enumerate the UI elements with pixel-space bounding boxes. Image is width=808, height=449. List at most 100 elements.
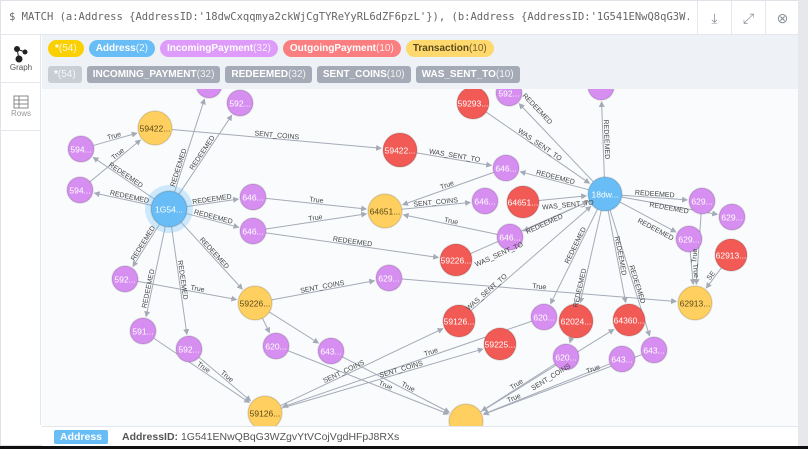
- relationship-line[interactable]: [485, 111, 591, 184]
- legend-rel-redeemed[interactable]: REDEEMED(32): [225, 66, 312, 83]
- relationship-line[interactable]: [470, 205, 592, 311]
- scrollbar[interactable]: [798, 0, 808, 446]
- sidebar-item-graph[interactable]: Graph: [1, 35, 41, 83]
- relationship-line[interactable]: [171, 226, 190, 336]
- legend-label-outgoingpayment[interactable]: OutgoingPayment(10): [282, 40, 401, 57]
- relationship-line[interactable]: [621, 194, 689, 203]
- node-circle[interactable]: [239, 183, 267, 211]
- node-incomingpayment[interactable]: 646...: [496, 223, 524, 251]
- node-circle[interactable]: [688, 187, 716, 215]
- query-string[interactable]: MATCH (a:Address {AddressID:'18dwCxqqmya…: [21, 11, 689, 23]
- node-circle[interactable]: [718, 203, 746, 231]
- relationship-line[interactable]: [186, 196, 240, 207]
- node-incomingpayment[interactable]: 594...: [67, 135, 95, 163]
- node-address[interactable]: 18dw...: [587, 176, 623, 212]
- legend-rel-incoming-payment[interactable]: INCOMING_PAYMENT(32): [86, 66, 221, 83]
- relationship-line[interactable]: [619, 201, 677, 233]
- node-circle[interactable]: [530, 303, 558, 331]
- node-circle[interactable]: [382, 132, 418, 168]
- node-address[interactable]: 1G54...: [145, 185, 193, 233]
- relationship-line[interactable]: [174, 98, 206, 193]
- relationship-line[interactable]: [281, 347, 484, 409]
- node-outgoingpayment[interactable]: 59126...: [442, 304, 476, 338]
- node-circle[interactable]: [448, 403, 484, 426]
- relationship-line[interactable]: [186, 213, 240, 229]
- node-incomingpayment[interactable]: 646...: [471, 187, 499, 215]
- node-outgoingpayment[interactable]: 64360...: [612, 303, 646, 337]
- relationship-line[interactable]: [265, 211, 368, 230]
- node-incomingpayment[interactable]: 591...: [129, 317, 157, 345]
- legend-rel-all[interactable]: *(54): [48, 66, 82, 83]
- relationship-line[interactable]: [519, 170, 589, 191]
- relationship-line[interactable]: [137, 280, 238, 302]
- relationship-line[interactable]: [92, 156, 155, 200]
- node-circle[interactable]: [471, 187, 499, 215]
- relationship-line[interactable]: [480, 328, 615, 413]
- node-outgoingpayment[interactable]: 59422...: [382, 132, 418, 168]
- node-circle[interactable]: [375, 264, 403, 292]
- node-incomingpayment[interactable]: 594...: [66, 176, 94, 204]
- relationship-line[interactable]: [180, 221, 243, 290]
- node-circle[interactable]: [111, 265, 139, 293]
- relationship-line[interactable]: [689, 251, 696, 286]
- node-circle[interactable]: [442, 304, 476, 338]
- node-outgoingpayment[interactable]: 59225...: [483, 327, 517, 361]
- relationship-line[interactable]: [705, 267, 722, 289]
- node-incomingpayment[interactable]: 646...: [239, 217, 267, 245]
- legend-label-transaction[interactable]: Transaction(10): [405, 40, 494, 57]
- relationship-line[interactable]: [518, 103, 594, 183]
- node-circle[interactable]: [247, 395, 283, 426]
- relationship-line[interactable]: [401, 278, 678, 305]
- relationship-line[interactable]: [144, 226, 166, 318]
- node-circle[interactable]: [137, 110, 173, 146]
- node-circle[interactable]: [483, 327, 517, 361]
- node-circle[interactable]: [587, 89, 615, 101]
- relationship-line[interactable]: [401, 200, 472, 210]
- relationship-line[interactable]: [132, 223, 160, 268]
- relationship-line[interactable]: [538, 193, 588, 201]
- relationship-line[interactable]: [607, 210, 628, 304]
- node-circle[interactable]: [492, 154, 520, 182]
- download-icon[interactable]: ⤓: [697, 1, 731, 35]
- node-circle[interactable]: [195, 89, 223, 99]
- node-circle[interactable]: [317, 337, 345, 365]
- node-transaction[interactable]: 64651...: [367, 193, 403, 229]
- node-incomingpayment[interactable]: 646...: [492, 154, 520, 182]
- node-circle[interactable]: [262, 332, 290, 360]
- node-circle[interactable]: [558, 303, 594, 339]
- node-transaction[interactable]: 59226...: [237, 285, 273, 321]
- node-circle[interactable]: [677, 285, 713, 321]
- relationship-line[interactable]: [171, 129, 383, 151]
- relationship-line[interactable]: [265, 232, 440, 260]
- node-incomingpayment[interactable]: 629...: [688, 187, 716, 215]
- expand-icon[interactable]: ⤢: [731, 1, 765, 35]
- node-circle[interactable]: [456, 89, 490, 120]
- node-incomingpayment[interactable]: 592...: [175, 335, 203, 363]
- node-circle[interactable]: [506, 185, 540, 219]
- node-transaction[interactable]: 59422...: [137, 110, 173, 146]
- relationship-line[interactable]: [93, 191, 152, 206]
- node-outgoingpayment[interactable]: 62024...: [558, 303, 594, 339]
- node-circle[interactable]: [612, 303, 646, 337]
- legend-label-all[interactable]: *(54): [48, 40, 84, 57]
- node-circle[interactable]: [640, 336, 668, 364]
- node-circle[interactable]: [67, 135, 95, 163]
- node-incomingpayment[interactable]: 643...: [608, 345, 636, 373]
- relationship-line[interactable]: [271, 278, 376, 301]
- node-incomingpayment[interactable]: [587, 89, 615, 101]
- relationship-line[interactable]: [178, 114, 233, 195]
- node-circle[interactable]: [552, 343, 580, 371]
- relationship-line[interactable]: [198, 356, 252, 402]
- node-incomingpayment[interactable]: 629...: [718, 203, 746, 231]
- node-transaction[interactable]: [448, 403, 484, 426]
- relationship-line[interactable]: [693, 213, 702, 286]
- node-incomingpayment[interactable]: 592...: [111, 265, 139, 293]
- node-circle[interactable]: [496, 223, 524, 251]
- node-circle[interactable]: [608, 345, 636, 373]
- node-outgoingpayment[interactable]: 62913...: [714, 238, 748, 272]
- close-icon[interactable]: ⊗: [765, 1, 799, 35]
- relationship-line[interactable]: [265, 197, 368, 212]
- relationship-line[interactable]: [93, 131, 138, 146]
- node-incomingpayment[interactable]: 643...: [317, 337, 345, 365]
- node-incomingpayment[interactable]: 620...: [530, 303, 558, 331]
